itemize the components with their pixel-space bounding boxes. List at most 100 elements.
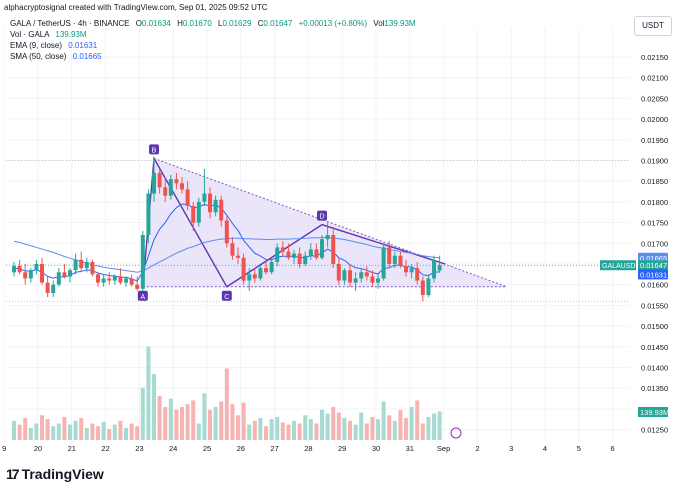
candle-body xyxy=(241,257,246,281)
candle-body xyxy=(370,276,375,283)
candle-body xyxy=(34,263,39,271)
volume-bar xyxy=(118,420,123,440)
chart-canvas[interactable]: A B C D 0.02150 0.02100 0.02050 0.02000 0.01950… xyxy=(0,0,680,458)
ohlc-close-label: C xyxy=(257,19,264,28)
price-tick-label: 0.01700 xyxy=(641,239,668,248)
price-tick-label: 0.01250 xyxy=(641,426,668,435)
volume-bar xyxy=(280,422,285,440)
volume-bar xyxy=(84,427,89,440)
time-tick-label: 5 xyxy=(577,444,581,453)
volume-bar xyxy=(286,424,291,440)
price-tick-label: 0.01350 xyxy=(641,384,668,393)
pattern-label: D xyxy=(319,214,324,221)
currency-button[interactable]: USDT xyxy=(634,16,672,36)
candle-body xyxy=(208,193,213,213)
time-tick-label: 4 xyxy=(543,444,547,453)
legend-volume-row[interactable]: Vol · GALA 139.93M xyxy=(10,30,87,39)
candle-body xyxy=(325,235,330,240)
volume-bar xyxy=(101,421,106,440)
candle-body xyxy=(196,201,201,223)
volume-bar xyxy=(219,401,224,440)
volume-bar xyxy=(56,423,61,440)
price-tick-label: 0.01850 xyxy=(641,177,668,186)
volume-bar xyxy=(202,393,207,440)
triangle-upper-edge xyxy=(153,157,507,288)
volume-bar xyxy=(342,418,347,440)
pattern-label: A xyxy=(140,294,145,301)
candle-body xyxy=(308,249,313,256)
candle-body xyxy=(96,274,101,283)
volume-bar xyxy=(359,412,364,440)
candle-body xyxy=(213,199,218,213)
volume-bar xyxy=(398,409,403,440)
price-tick-label: 0.02000 xyxy=(641,115,668,124)
ohlc-low: 0.01629 xyxy=(222,19,252,28)
candle-body xyxy=(392,255,397,264)
candle-body xyxy=(180,183,185,190)
candle-body xyxy=(342,270,347,281)
volume-bar xyxy=(432,413,437,440)
chart-caption: alphacryptosignal created with TradingVi… xyxy=(4,3,268,12)
volume-bar xyxy=(45,419,50,440)
candle-body xyxy=(348,270,353,283)
volume-bar xyxy=(381,401,386,440)
candle-body xyxy=(112,276,117,281)
volume-bar xyxy=(264,426,269,440)
time-tick-label: 21 xyxy=(68,444,76,453)
volume-bar xyxy=(112,424,117,440)
ohlc-change: +0.00013 (+0.80%) xyxy=(298,19,368,28)
time-tick-label: 31 xyxy=(406,444,414,453)
candle-body xyxy=(252,274,257,279)
event-icon xyxy=(450,427,462,439)
volume-bar xyxy=(23,418,28,440)
legend-sma-row[interactable]: SMA (50, close) 0.01665 xyxy=(10,52,102,61)
candle-body xyxy=(68,270,73,277)
volume-bar xyxy=(180,407,185,440)
volume-bar xyxy=(320,409,325,440)
candle-body xyxy=(376,278,381,283)
pattern-label-box xyxy=(137,290,148,301)
ema-label: EMA (9, close) xyxy=(10,41,63,50)
volume-bar xyxy=(404,418,409,440)
time-tick-label: 9 xyxy=(2,444,6,453)
volume-bar xyxy=(28,427,33,440)
candle-body xyxy=(62,272,67,277)
horizontal-lines xyxy=(6,160,630,302)
legend-symbol-row[interactable]: GALA / TetherUS · 4h · BINANCE O0.01634 … xyxy=(10,19,416,28)
candle-body xyxy=(40,263,45,283)
candle-body xyxy=(140,235,145,289)
time-tick-label: 28 xyxy=(304,444,312,453)
candle-body xyxy=(135,284,140,289)
volume-bar xyxy=(303,415,308,440)
candle-body xyxy=(303,255,308,264)
volume-bar xyxy=(79,418,84,440)
candle-body xyxy=(415,268,420,281)
pattern-label-box xyxy=(149,144,160,155)
sma-price-tag: 0.01665 xyxy=(640,254,667,263)
candle-body xyxy=(258,268,263,279)
candle-body xyxy=(364,272,369,277)
time-tick-label: 26 xyxy=(237,444,245,453)
candle-body xyxy=(426,278,431,296)
time-tick-label: 20 xyxy=(34,444,42,453)
volume-bar xyxy=(252,420,257,440)
volume-bar xyxy=(275,416,280,440)
symbol-name[interactable]: GALA / TetherUS · 4h · BINANCE xyxy=(10,19,130,28)
candle-body xyxy=(398,255,403,267)
legend-ema-row[interactable]: EMA (9, close) 0.01631 xyxy=(10,41,97,50)
time-tick-label: 29 xyxy=(338,444,346,453)
pattern-label: C xyxy=(224,294,229,301)
candle-body xyxy=(230,243,235,256)
candle-body xyxy=(45,282,50,293)
volume-tag: 139.93M xyxy=(640,408,669,417)
volume-bar xyxy=(168,398,173,440)
candle-body xyxy=(280,247,285,252)
candles xyxy=(12,158,442,302)
volume-bar xyxy=(236,415,241,440)
volume-bar xyxy=(437,411,442,440)
ohlc-vol-label: Vol xyxy=(373,19,385,28)
sma-value: 0.01665 xyxy=(72,52,102,61)
candle-body xyxy=(387,247,392,264)
pattern-label: B xyxy=(152,147,157,154)
volume-bar xyxy=(51,426,56,440)
